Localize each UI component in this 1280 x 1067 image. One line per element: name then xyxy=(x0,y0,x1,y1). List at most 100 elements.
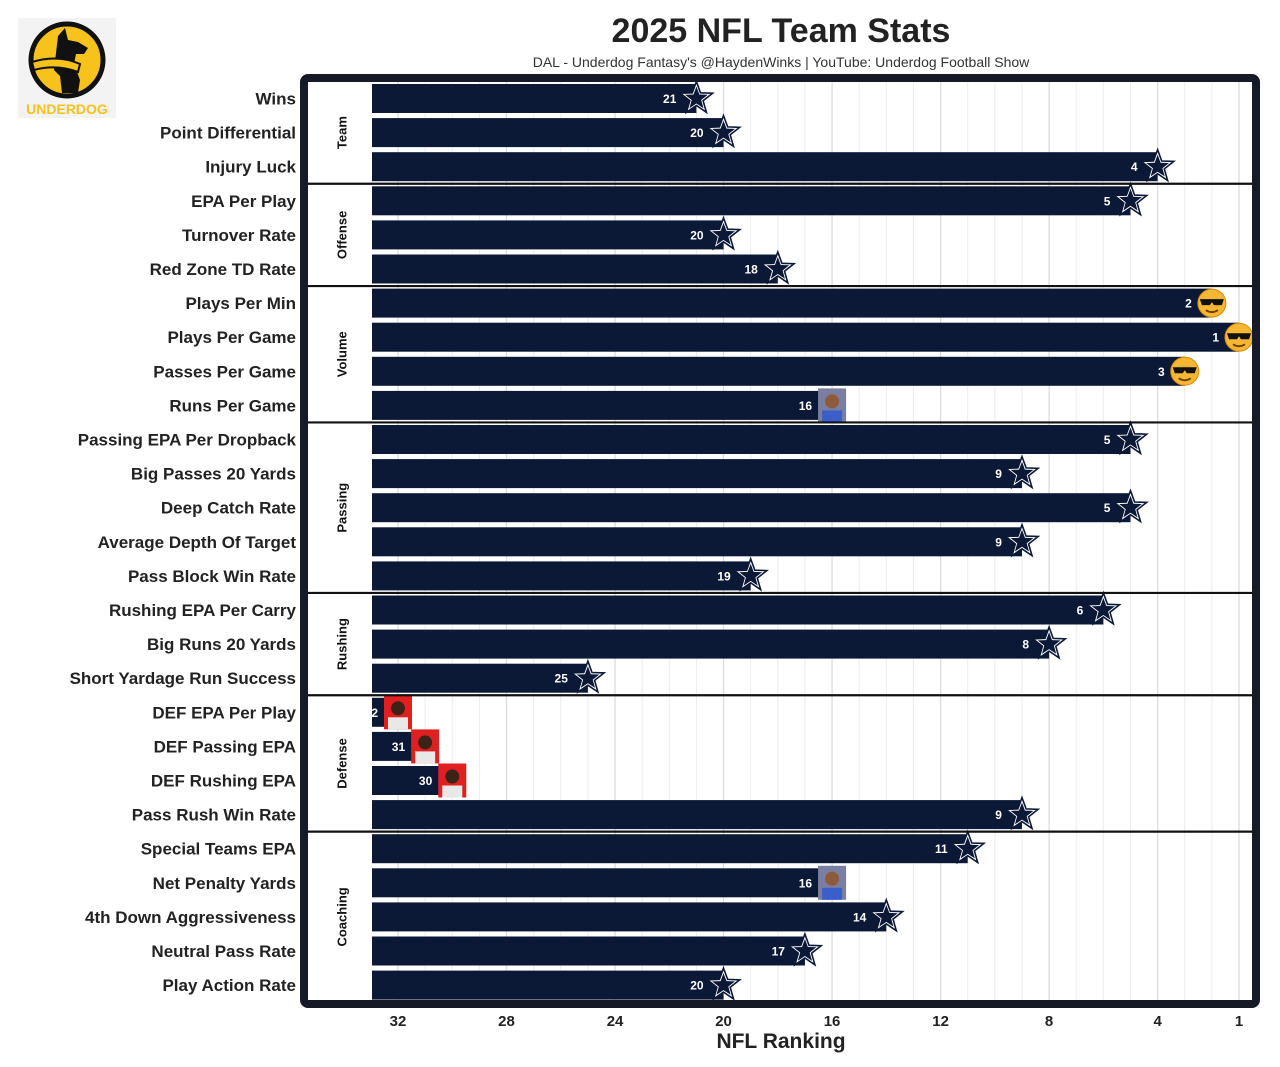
bar xyxy=(372,288,1212,318)
bar-value-label: 20 xyxy=(690,126,704,140)
bar-value-label: 9 xyxy=(995,467,1002,481)
group-label: Passing xyxy=(334,483,349,533)
underdog-logo: UNDERDOG xyxy=(18,18,116,118)
star-marker-inner xyxy=(1091,598,1115,620)
row-label: Pass Rush Win Rate xyxy=(132,806,296,825)
star-marker-inner xyxy=(1146,154,1169,177)
star-marker-inner xyxy=(1119,495,1142,518)
logo-wordmark: UNDERDOG xyxy=(26,101,108,117)
x-tick-label: 8 xyxy=(1045,1013,1053,1030)
star-marker-inner xyxy=(1119,427,1142,450)
group-label: Rushing xyxy=(334,618,349,670)
face-photo-marker xyxy=(818,865,847,900)
bar xyxy=(372,970,724,1000)
star-marker-inner xyxy=(576,666,600,688)
x-tick-label: 16 xyxy=(824,1013,841,1030)
bar-value-label: 9 xyxy=(995,808,1002,822)
bar-value-label: 6 xyxy=(1077,604,1084,618)
row-label: Point Differential xyxy=(160,124,296,143)
x-tick-label: 28 xyxy=(498,1013,515,1030)
bar-value-label: 2 xyxy=(1185,297,1192,311)
group-label: Team xyxy=(334,116,349,149)
star-marker-inner xyxy=(1010,802,1034,825)
star-marker-inner xyxy=(712,973,735,995)
x-axis: 32 28 24 20 16 12 8 4 1 xyxy=(390,1013,1244,1030)
bar-value-label: 5 xyxy=(1104,501,1111,515)
row-label: Neutral Pass Rate xyxy=(151,942,296,961)
face-photo-marker xyxy=(438,763,467,798)
bar-value-label: 8 xyxy=(1022,638,1029,652)
chart-subtitle: DAL - Underdog Fantasy's @HaydenWinks | … xyxy=(533,54,1030,70)
row-label: Big Runs 20 Yards xyxy=(147,635,296,654)
bar xyxy=(372,527,1022,557)
x-tick-label: 12 xyxy=(932,1013,949,1030)
bars: 2120452018213165959196825231309111614172… xyxy=(371,79,1254,1001)
group-label: Coaching xyxy=(334,887,349,946)
group-labels: Team Offense Volume Passing Rushing Defense Co… xyxy=(308,116,1252,947)
bar-value-label: 9 xyxy=(995,535,1002,549)
panel-border xyxy=(300,74,1260,1008)
cool-emoji-marker xyxy=(1197,288,1227,318)
bar-value-label: 20 xyxy=(690,979,704,993)
chart-title: 2025 NFL Team Stats xyxy=(612,12,951,50)
star-marker-inner xyxy=(1037,632,1061,654)
row-label: Pass Block Win Rate xyxy=(128,567,296,586)
row-label: Passing EPA Per Dropback xyxy=(78,431,297,450)
bar xyxy=(372,595,1104,625)
star-marker-inner xyxy=(1119,188,1142,211)
bar xyxy=(372,561,751,591)
bar-value-label: 2 xyxy=(371,706,378,720)
bar-value-label: 11 xyxy=(935,842,948,856)
cool-emoji-marker xyxy=(1170,356,1200,386)
row-label: Turnover Rate xyxy=(182,226,296,245)
row-label: Injury Luck xyxy=(205,158,296,177)
cool-emoji-marker xyxy=(1224,322,1254,352)
row-label: Net Penalty Yards xyxy=(153,874,296,893)
bar xyxy=(372,425,1131,454)
bar-value-label: 17 xyxy=(772,945,786,959)
bar-value-label: 18 xyxy=(744,263,758,277)
star-marker-inner xyxy=(793,939,817,961)
x-tick-label: 32 xyxy=(390,1013,407,1030)
group-label: Defense xyxy=(334,738,349,789)
star-marker-inner xyxy=(874,904,898,927)
star-marker-inner xyxy=(712,120,735,143)
bar-value-label: 16 xyxy=(799,399,813,413)
bar-value-label: 16 xyxy=(799,876,813,890)
bar-value-label: 14 xyxy=(853,910,867,924)
bar-value-label: 30 xyxy=(419,774,433,788)
row-label: Deep Catch Rate xyxy=(161,499,296,518)
x-tick-label: 20 xyxy=(715,1013,732,1030)
bar-value-label: 31 xyxy=(392,740,406,754)
star-marker-inner xyxy=(739,563,763,586)
star-marker-inner xyxy=(766,257,790,279)
star-marker-inner xyxy=(685,86,708,109)
row-label: EPA Per Play xyxy=(191,192,296,211)
star-marker-inner xyxy=(1010,529,1034,552)
bar xyxy=(372,322,1239,352)
bar-value-label: 20 xyxy=(690,228,704,242)
row-label: 4th Down Aggressiveness xyxy=(85,908,296,927)
x-tick-label: 4 xyxy=(1153,1013,1162,1030)
row-label: Wins xyxy=(256,90,296,109)
bar xyxy=(372,629,1050,659)
bar xyxy=(372,493,1131,523)
group-label: Offense xyxy=(334,211,349,259)
row-label: Runs Per Game xyxy=(169,396,296,415)
bar xyxy=(372,936,805,966)
x-axis-label: NFL Ranking xyxy=(716,1030,845,1053)
bar xyxy=(372,220,724,250)
row-label: DEF Passing EPA xyxy=(154,737,296,756)
face-photo-marker xyxy=(384,695,412,730)
bar xyxy=(372,834,968,864)
bar-value-label: 5 xyxy=(1104,194,1111,208)
bar xyxy=(372,186,1131,216)
row-label: Passes Per Game xyxy=(153,362,296,381)
bar xyxy=(372,356,1185,386)
bar xyxy=(372,663,588,693)
row-label: Plays Per Game xyxy=(167,328,296,347)
bar xyxy=(372,902,887,932)
bar-value-label: 1 xyxy=(1212,331,1219,345)
bar xyxy=(372,152,1158,182)
x-tick-label: 24 xyxy=(607,1013,624,1030)
